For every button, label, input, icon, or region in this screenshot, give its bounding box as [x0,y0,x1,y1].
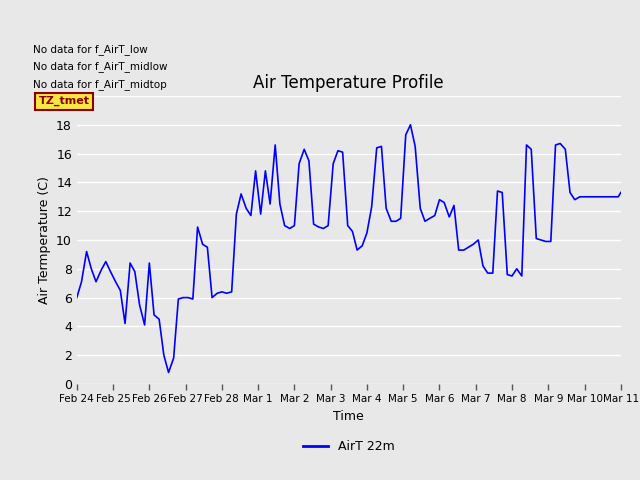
Text: No data for f_AirT_midlow: No data for f_AirT_midlow [33,61,168,72]
X-axis label: Time: Time [333,410,364,423]
Text: No data for f_AirT_midtop: No data for f_AirT_midtop [33,79,167,90]
Text: No data for f_AirT_low: No data for f_AirT_low [33,44,148,55]
Text: TZ_tmet: TZ_tmet [38,96,90,106]
Title: Air Temperature Profile: Air Temperature Profile [253,73,444,92]
Y-axis label: Air Termperature (C): Air Termperature (C) [38,176,51,304]
Legend: AirT 22m: AirT 22m [298,435,399,458]
